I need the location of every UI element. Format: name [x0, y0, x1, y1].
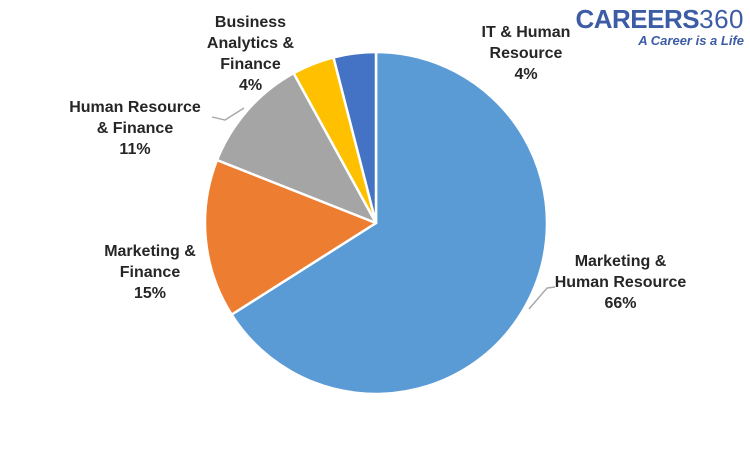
slice-label-marketing-finance: Marketing & Finance 15% — [104, 243, 196, 302]
logo-text-360: 360 — [699, 4, 744, 34]
slice-label-business-analytics-finance: Business Analytics & Finance 4% — [206, 14, 295, 94]
slice-label-marketing-human-resource: Marketing & Human Resource 66% — [554, 253, 687, 312]
slice-label-it-human-resource: IT & Human Resource 4% — [481, 24, 571, 83]
logo-tagline: A Career is a Life — [638, 33, 744, 48]
pie-slice-marketing-human-resource — [230, 50, 549, 396]
careers360-logo-wordmark: CAREERS360 — [575, 6, 744, 32]
logo-text-careers: CAREERS — [575, 4, 700, 34]
careers360-logo: CAREERS360 A Career is a Life — [575, 6, 744, 48]
slice-label-human-resource-finance: Human Resource & Finance 11% — [69, 99, 201, 158]
leader-line-human-resource-finance — [211, 107, 245, 121]
leader-line-marketing-human-resource — [528, 286, 556, 310]
pie-slice-marketing-finance — [203, 158, 378, 316]
pie-slice-it-human-resource — [332, 50, 378, 225]
pie-slices-group — [203, 50, 549, 396]
pie-slice-human-resource-finance — [215, 71, 378, 225]
